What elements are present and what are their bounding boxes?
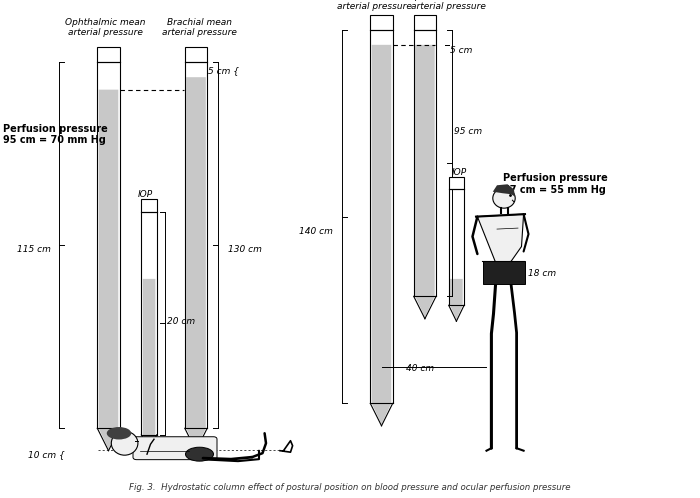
Text: Brachial mean
arterial pressure: Brachial mean arterial pressure [337, 0, 412, 11]
Bar [483, 261, 525, 284]
Text: 115 cm: 115 cm [17, 245, 50, 253]
Bar [141, 199, 157, 212]
Polygon shape [415, 45, 435, 317]
Ellipse shape [186, 447, 214, 461]
Polygon shape [99, 90, 118, 449]
Polygon shape [372, 45, 391, 424]
Text: Ophthalmic mean
arterial pressure: Ophthalmic mean arterial pressure [64, 18, 146, 37]
Text: 18 cm: 18 cm [528, 269, 556, 278]
Text: IOP: IOP [452, 168, 467, 177]
Bar [185, 47, 207, 62]
Text: 5 cm: 5 cm [450, 46, 473, 55]
FancyBboxPatch shape [133, 437, 217, 460]
Polygon shape [493, 184, 515, 197]
Text: 130 cm: 130 cm [228, 245, 261, 253]
Text: 140 cm: 140 cm [299, 227, 332, 236]
Text: Ophthalmic mean
arterial pressure: Ophthalmic mean arterial pressure [407, 0, 489, 11]
Polygon shape [477, 214, 524, 262]
Text: Perfusion pressure
95 cm = 70 mm Hg: Perfusion pressure 95 cm = 70 mm Hg [3, 124, 108, 145]
Polygon shape [186, 77, 206, 449]
Text: 5 cm {: 5 cm { [208, 66, 239, 75]
Ellipse shape [111, 431, 138, 455]
Text: Fig. 3.  Hydrostatic column effect of postural position on blood pressure and oc: Fig. 3. Hydrostatic column effect of pos… [130, 483, 570, 492]
Bar [370, 15, 393, 30]
Text: 10 cm {: 10 cm { [28, 450, 65, 459]
Bar [449, 177, 464, 189]
Bar [414, 15, 436, 30]
Ellipse shape [493, 188, 515, 208]
Text: IOP: IOP [137, 190, 153, 199]
Text: 20 cm: 20 cm [167, 317, 195, 326]
Ellipse shape [106, 427, 132, 439]
Bar [97, 47, 120, 62]
Text: 95 cm: 95 cm [454, 127, 482, 136]
Polygon shape [143, 279, 155, 449]
Text: 40 cm: 40 cm [406, 364, 434, 373]
Text: Perfusion pressure
77 cm = 55 mm Hg: Perfusion pressure 77 cm = 55 mm Hg [503, 173, 608, 195]
Polygon shape [450, 279, 463, 320]
Text: Brachial mean
arterial pressure: Brachial mean arterial pressure [162, 18, 237, 37]
